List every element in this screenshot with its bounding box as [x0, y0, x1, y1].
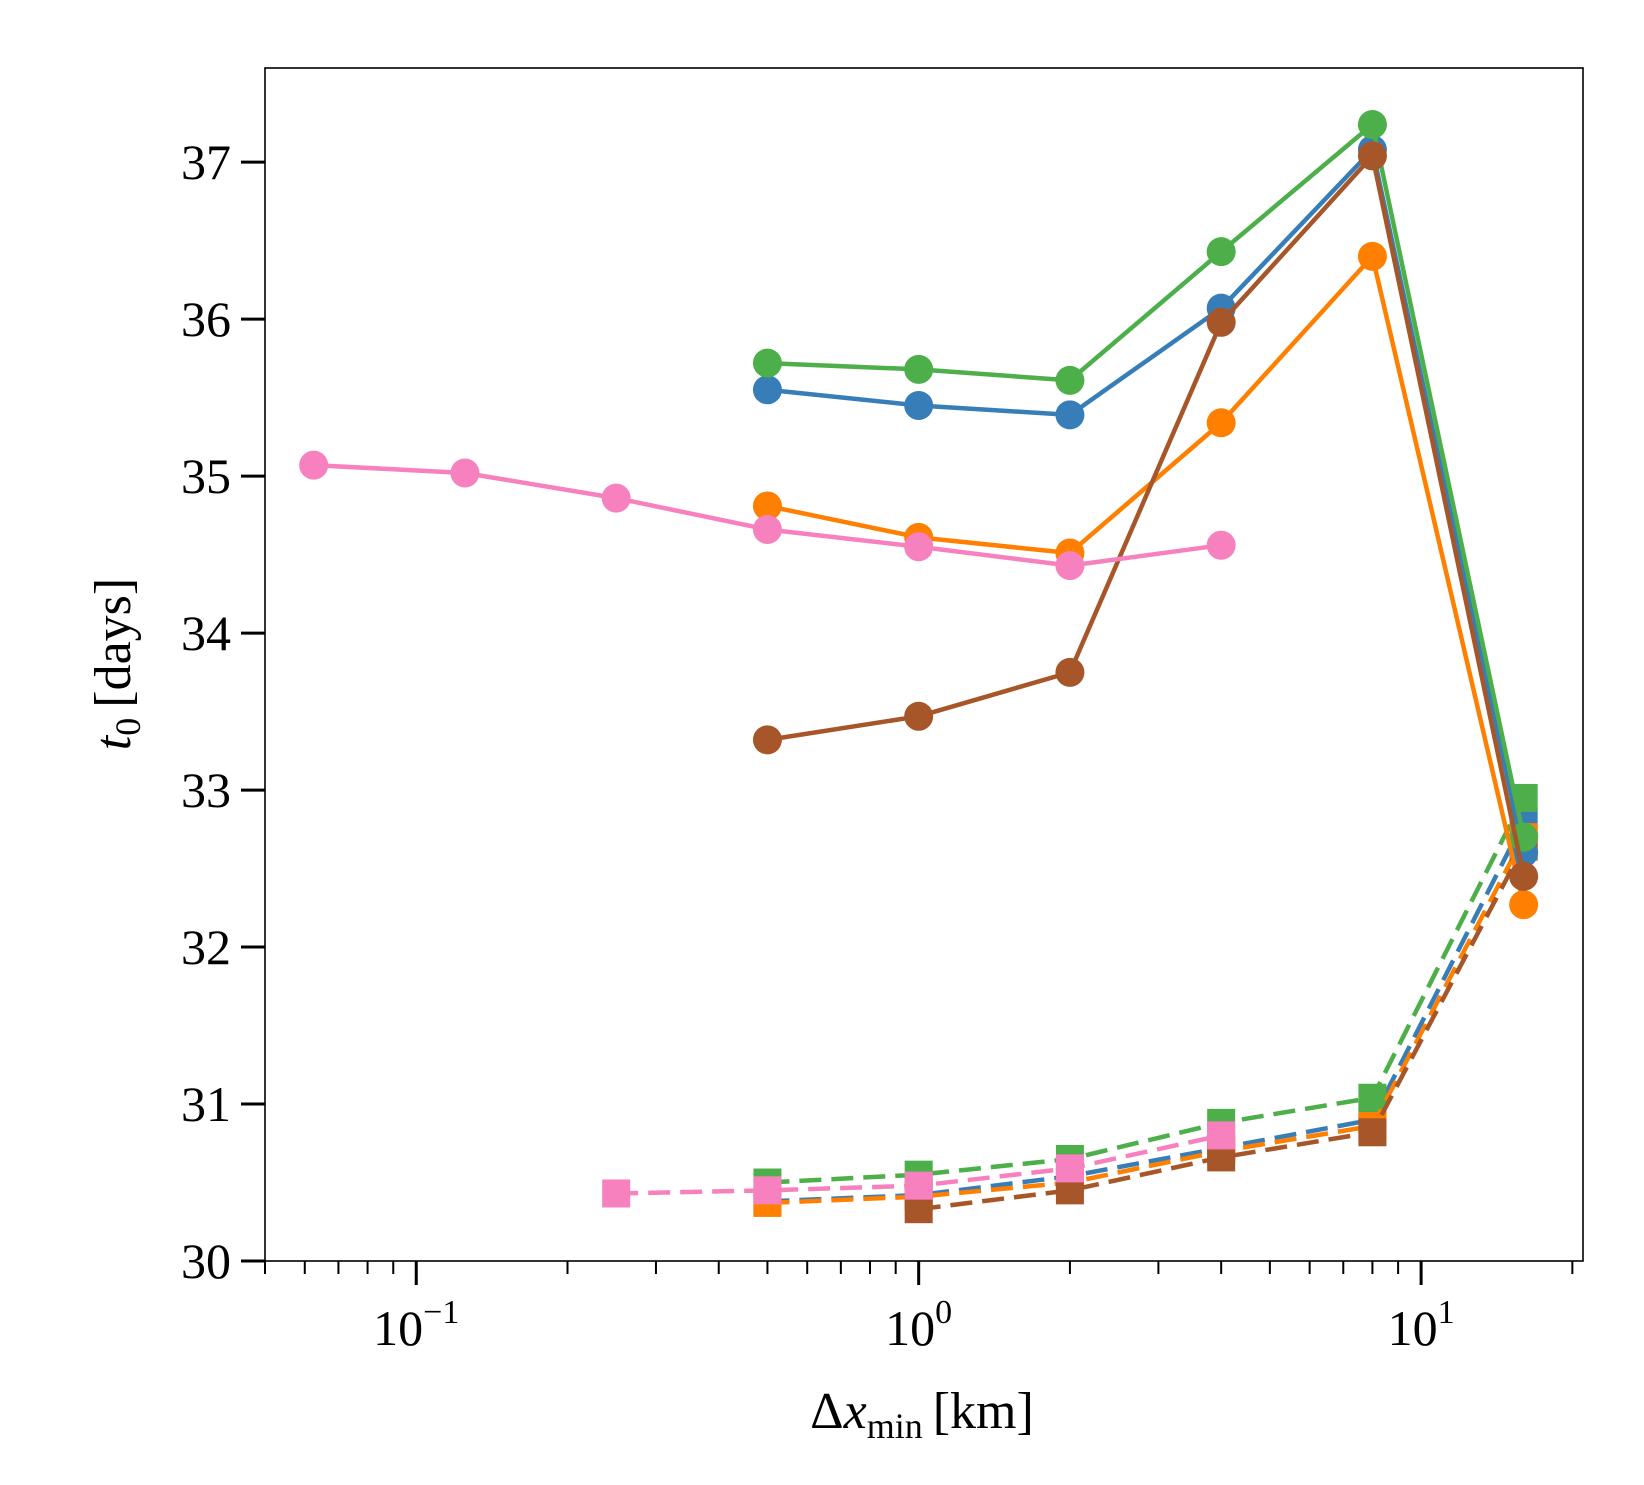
point-pink-solid-3	[752, 515, 782, 545]
point-green-solid-1	[904, 354, 934, 384]
y-tick-label-5: 35	[181, 448, 231, 504]
point-brown-solid-5	[1509, 861, 1539, 891]
point-orange-solid-0	[752, 491, 782, 521]
point-brown-solid-2	[1055, 657, 1085, 687]
point-blue-solid-1	[904, 390, 934, 420]
x-tick-label-1: 100	[885, 1294, 952, 1356]
point-pink-solid-0	[299, 450, 329, 480]
point-pink-dashed-2	[904, 1171, 933, 1200]
x-tick-label-exp-1: 0	[935, 1294, 952, 1331]
point-brown-dashed-3	[1358, 1118, 1387, 1147]
x-axis-title: Δxmin [km]	[810, 1383, 1034, 1446]
y-axis-var: t	[85, 734, 142, 750]
y-tick-label-0: 30	[181, 1233, 231, 1289]
point-green-solid-4	[1357, 110, 1387, 140]
point-green-dashed-4	[1358, 1083, 1387, 1112]
point-pink-dashed-3	[1055, 1154, 1084, 1183]
point-brown-solid-3	[1206, 307, 1236, 337]
x-axis-main: Δ	[810, 1383, 843, 1440]
series-pink-solid	[299, 450, 1236, 581]
point-green-solid-3	[1206, 237, 1236, 267]
point-brown-dashed-0	[904, 1195, 933, 1224]
point-blue-solid-0	[752, 375, 782, 405]
y-tick-label-6: 36	[181, 291, 231, 347]
x-tick-label-base-0: 10	[373, 1300, 423, 1356]
series-line-orange-solid	[766, 254, 1526, 906]
y-tick-label-3: 33	[181, 762, 231, 818]
y-tick-label-1: 31	[181, 1076, 231, 1132]
point-pink-solid-5	[1055, 551, 1085, 581]
point-orange-solid-5	[1509, 890, 1539, 920]
y-axis-unit: [days]	[85, 578, 142, 708]
x-tick-label-0: 10−1	[373, 1294, 459, 1356]
plot-frame	[264, 67, 1584, 1262]
y-axis-sub: 0	[108, 718, 148, 736]
x-axis-var: x	[843, 1383, 867, 1440]
point-green-solid-0	[752, 348, 782, 378]
series-layer	[299, 110, 1539, 1224]
series-line-green-solid	[767, 122, 1526, 838]
y-tick-label-4: 34	[181, 605, 231, 661]
point-orange-solid-3	[1206, 408, 1236, 438]
point-pink-dashed-4	[1207, 1121, 1236, 1150]
y-tick-label-7: 37	[181, 134, 231, 190]
point-pink-solid-1	[450, 458, 480, 488]
point-pink-solid-2	[601, 483, 631, 513]
point-pink-solid-4	[904, 532, 934, 562]
x-tick-label-exp-2: 1	[1438, 1294, 1455, 1331]
point-pink-solid-6	[1206, 530, 1236, 560]
x-tick-label-base-2: 10	[1388, 1300, 1438, 1356]
point-brown-solid-4	[1357, 141, 1387, 171]
series-green-solid	[752, 110, 1539, 852]
x-tick-label-base-1: 10	[885, 1300, 935, 1356]
series-brown-solid	[752, 141, 1539, 891]
x-axis-sub: min	[867, 1406, 923, 1446]
point-brown-solid-0	[752, 725, 782, 755]
series-pink-dashed	[602, 1121, 1236, 1208]
x-tick-label-2: 101	[1388, 1294, 1455, 1356]
point-blue-solid-2	[1055, 400, 1085, 430]
y-axis-title: t0 [days]	[85, 578, 148, 750]
point-orange-solid-4	[1357, 241, 1387, 271]
point-brown-solid-1	[904, 701, 934, 731]
point-pink-dashed-1	[753, 1176, 782, 1205]
point-green-solid-2	[1055, 365, 1085, 395]
series-line-brown-solid	[767, 153, 1526, 877]
x-axis-unit: [km]	[933, 1383, 1034, 1440]
y-tick-label-2: 32	[181, 919, 231, 975]
x-tick-label-exp-0: −1	[423, 1294, 459, 1331]
point-pink-dashed-0	[602, 1179, 631, 1208]
